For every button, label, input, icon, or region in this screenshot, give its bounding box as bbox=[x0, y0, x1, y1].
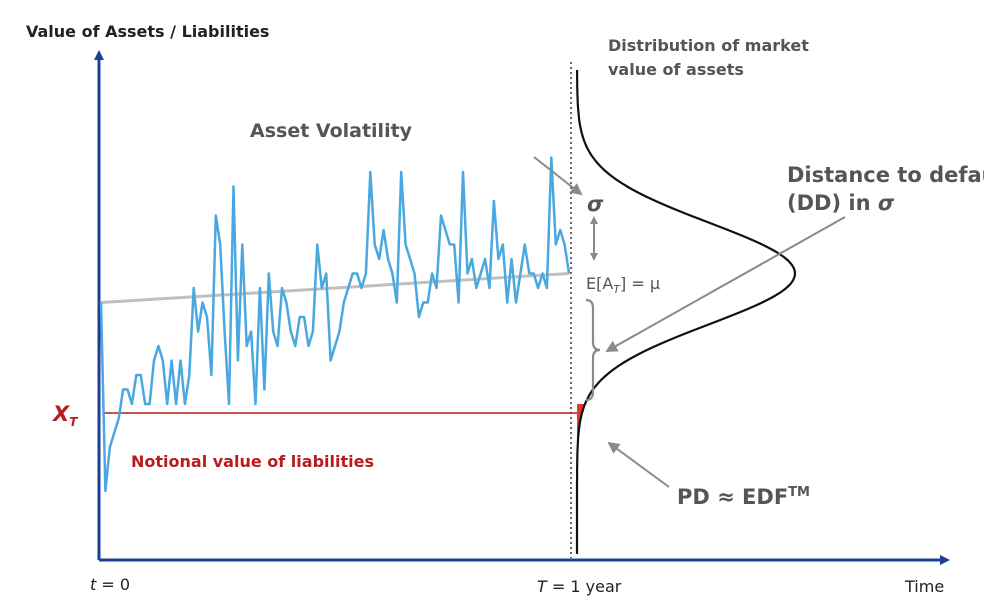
expected-asset-value-label: E[AT] = μ bbox=[586, 274, 660, 296]
distribution-curve bbox=[575, 70, 797, 554]
expectation-prefix: E[A bbox=[586, 274, 613, 293]
expectation-suffix: ] = μ bbox=[620, 274, 660, 293]
liability-threshold-label: XT bbox=[51, 402, 78, 429]
distribution-label-line1: Distribution of market bbox=[608, 36, 809, 55]
pd-arrow bbox=[607, 441, 670, 488]
sigma-label: σ bbox=[587, 192, 604, 216]
asset-value-path bbox=[99, 156, 571, 493]
notional-liabilities-label: Notional value of liabilities bbox=[131, 452, 374, 471]
horizon-label: T = 1 year bbox=[537, 577, 622, 596]
t0-label: t = 0 bbox=[90, 575, 130, 594]
volatility-arrow bbox=[533, 156, 583, 196]
pd-area bbox=[577, 404, 585, 555]
horizon-var: T bbox=[537, 577, 548, 596]
distance-to-default-line2: (DD) in σ bbox=[787, 191, 895, 215]
xt-subscript: T bbox=[69, 415, 78, 429]
horizon-rest: = 1 year bbox=[547, 577, 622, 596]
pd-text: PD ≈ EDF bbox=[677, 485, 788, 509]
trend-line bbox=[100, 272, 570, 304]
distance-brace bbox=[585, 298, 601, 402]
pd-trademark: TM bbox=[788, 485, 810, 500]
t0-var: t bbox=[90, 575, 97, 594]
distribution-label-line2: value of assets bbox=[608, 60, 744, 79]
dd-text: (DD) in bbox=[787, 191, 878, 215]
dd-sigma: σ bbox=[878, 191, 895, 215]
distance-to-default-arrow bbox=[605, 216, 846, 352]
t0-rest: = 0 bbox=[96, 575, 130, 594]
pd-edf-label: PD ≈ EDFTM bbox=[677, 485, 810, 509]
xt-var: X bbox=[51, 402, 71, 426]
y-axis-label: Value of Assets / Liabilities bbox=[26, 22, 269, 41]
asset-volatility-label: Asset Volatility bbox=[250, 120, 413, 142]
x-axis-label: Time bbox=[904, 577, 944, 596]
distance-to-default-line1: Distance to default bbox=[787, 163, 984, 187]
expectation-subscript: T bbox=[613, 283, 621, 296]
